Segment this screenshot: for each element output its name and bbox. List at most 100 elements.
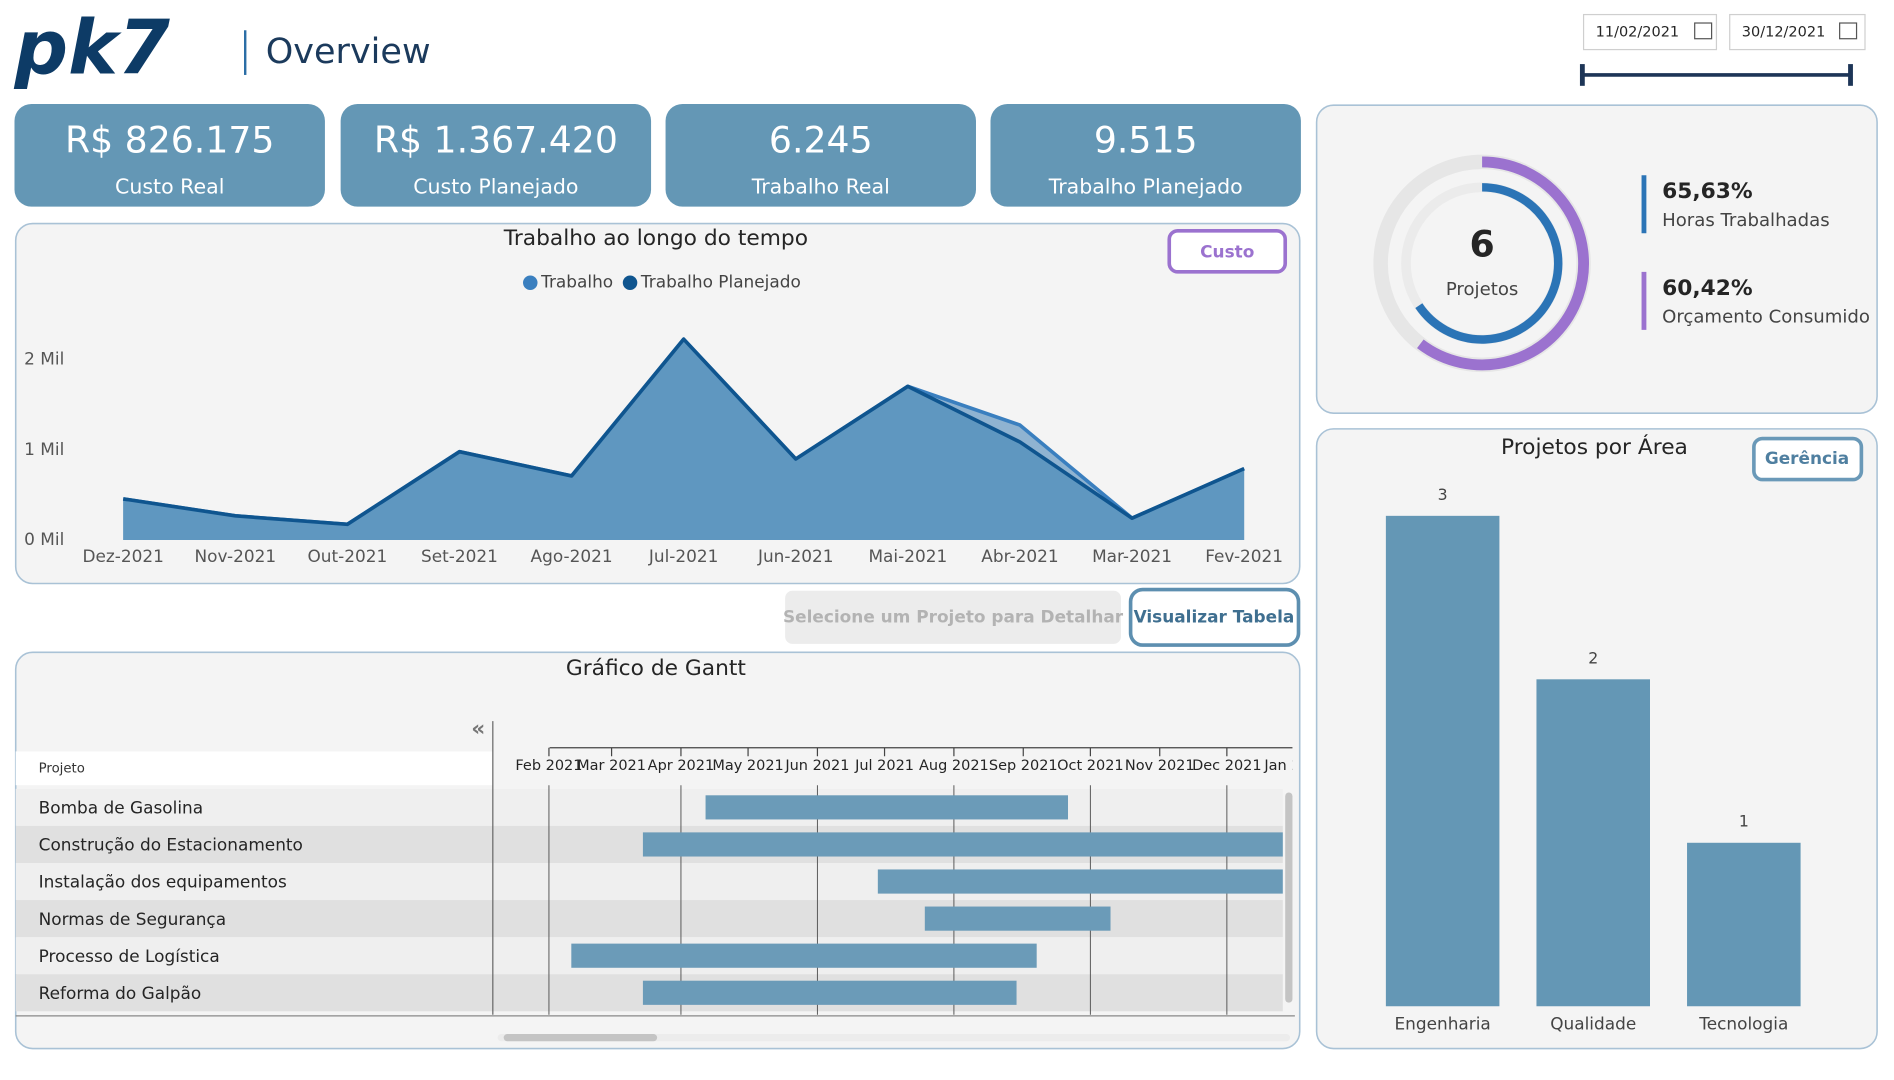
x-tick-label: Fev-2021	[1205, 546, 1283, 566]
x-tick-label: Mar 2021	[577, 758, 646, 774]
kpi-row: R$ 826.175 Custo Real R$ 1.367.420 Custo Pl…	[14, 103, 1301, 207]
v-scrollbar[interactable]	[1285, 792, 1293, 1003]
h-scroll-track[interactable]	[497, 1034, 1291, 1042]
y-tick-label: 0 Mil	[24, 529, 64, 549]
data-label: 3	[1438, 485, 1448, 504]
gantt-bar	[924, 906, 1111, 931]
gantt-row	[15, 788, 1283, 826]
kpi-card	[14, 103, 325, 207]
radial-arc	[1415, 183, 1563, 344]
button-label: Selecione um Projeto para Detalhar	[783, 606, 1124, 626]
x-tick-label: Abr-2021	[981, 546, 1058, 566]
gantt-bar	[571, 943, 1037, 968]
radial-chart: 65,63% Horas Trabalhadas 60,42% Orçamento C…	[1373, 154, 1870, 373]
x-tick-label: Qualidade	[1550, 1013, 1636, 1033]
collapse-chevron[interactable]: «	[471, 717, 485, 742]
x-tick-label: Dez-2021	[82, 546, 163, 566]
legend-marker	[523, 275, 538, 290]
task-label: Bomba de Gasolina	[39, 798, 203, 818]
x-tick-label: Jan 2022	[1263, 758, 1328, 774]
x-tick-label: Apr 2021	[648, 758, 715, 774]
metric-value: 60,42%	[1662, 276, 1753, 301]
gantt-bar	[642, 980, 1017, 1005]
view-table-button[interactable]	[1128, 587, 1301, 647]
x-tick-label: May 2021	[712, 758, 783, 774]
x-tick-label: Out-2021	[308, 546, 388, 566]
kpi-value: R$ 1.367.420	[374, 119, 618, 162]
h-scrollbar[interactable]	[503, 1034, 658, 1042]
gantt-bar	[877, 869, 1283, 894]
center-value: 6	[1470, 222, 1495, 265]
kpi-value: R$ 826.175	[65, 119, 275, 162]
x-tick-label: Ago-2021	[531, 546, 613, 566]
x-tick-label: Mai-2021	[868, 546, 947, 566]
line	[122, 337, 1245, 527]
metric-label: Horas Trabalhadas	[1662, 210, 1830, 231]
logo: pk7	[13, 4, 170, 92]
x-tick-label: Mar-2021	[1092, 546, 1172, 566]
gantt-bar	[705, 795, 1069, 820]
y-tick-label: 1 Mil	[24, 439, 64, 459]
data-label: 2	[1588, 648, 1598, 667]
center	[1413, 194, 1551, 333]
x-tick-label: Jun 2021	[784, 758, 849, 774]
metric-value: 65,63%	[1662, 179, 1753, 204]
custo-button[interactable]	[1167, 228, 1288, 274]
select-project-button[interactable]	[785, 590, 1121, 644]
gerencia-button[interactable]	[1752, 436, 1864, 482]
kpi-value: 6.245	[769, 119, 873, 162]
legend-marker	[622, 275, 638, 290]
panel	[1315, 104, 1878, 414]
column-header: Projeto	[39, 761, 85, 776]
y-tick-label: 2 Mil	[24, 349, 64, 369]
kpi-label: Trabalho Planejado	[1048, 174, 1243, 198]
chart-title: Projetos por Área	[1501, 434, 1688, 460]
calendar-icon[interactable]	[1694, 22, 1713, 40]
x-tick-label: Nov 2021	[1125, 758, 1195, 774]
center-label: Projetos	[1446, 279, 1519, 300]
kpi-label: Trabalho Real	[751, 174, 890, 198]
metric-label: Orçamento Consumido	[1662, 307, 1870, 328]
x-tick-label: Feb 2021	[515, 758, 582, 774]
button-label: Visualizar Tabela	[1134, 606, 1295, 626]
legend-label: Trabalho Planejado	[640, 272, 801, 292]
x-tick-label: Jul-2021	[648, 546, 719, 566]
date-start: 11/02/2021	[1596, 25, 1679, 41]
gantt-bar	[642, 832, 1283, 857]
x-tick-label: Dec 2021	[1192, 758, 1262, 774]
area-chart: Trabalho ao longo do tempo Trabalho Trabal…	[24, 226, 1283, 566]
x-tick-label: Jun-2021	[757, 546, 834, 566]
task-label: Instalação dos equipamentos	[39, 872, 287, 892]
task-label: Processo de Logística	[39, 946, 220, 966]
x-tick-label: Aug 2021	[919, 758, 989, 774]
x-tick-label: Nov-2021	[194, 546, 276, 566]
legend-label: Trabalho	[540, 272, 613, 292]
bar	[1385, 515, 1500, 1007]
kpi-value: 9.515	[1094, 119, 1198, 162]
x-tick-label: Tecnologia	[1698, 1013, 1788, 1033]
page-title: Overview	[266, 31, 431, 72]
date-end-input[interactable]	[1729, 13, 1866, 51]
x-tick-label: Oct 2021	[1057, 758, 1124, 774]
bar	[1536, 679, 1651, 1007]
button-label: Gerência	[1765, 448, 1849, 468]
x-tick-label: Sep 2021	[989, 758, 1058, 774]
kpi-card	[340, 103, 652, 207]
task-label: Reforma do Galpão	[39, 983, 202, 1003]
bar-chart: Projetos por Área 3 Engenharia 2 Qualidade 1 T…	[1385, 434, 1801, 1033]
kpi-label: Custo Real	[115, 174, 224, 198]
bars	[571, 795, 1283, 1005]
task-label: Normas de Segurança	[39, 909, 226, 929]
x-tick-label: Engenharia	[1394, 1013, 1490, 1033]
date-end: 30/12/2021	[1742, 25, 1825, 41]
x-tick-label: Jul 2021	[854, 758, 914, 774]
data-label: 1	[1739, 812, 1749, 831]
task-label: Construção do Estacionamento	[39, 835, 303, 855]
kpi-card	[990, 103, 1301, 207]
calendar-icon[interactable]	[1839, 22, 1858, 40]
gantt-header-bg	[15, 751, 493, 786]
